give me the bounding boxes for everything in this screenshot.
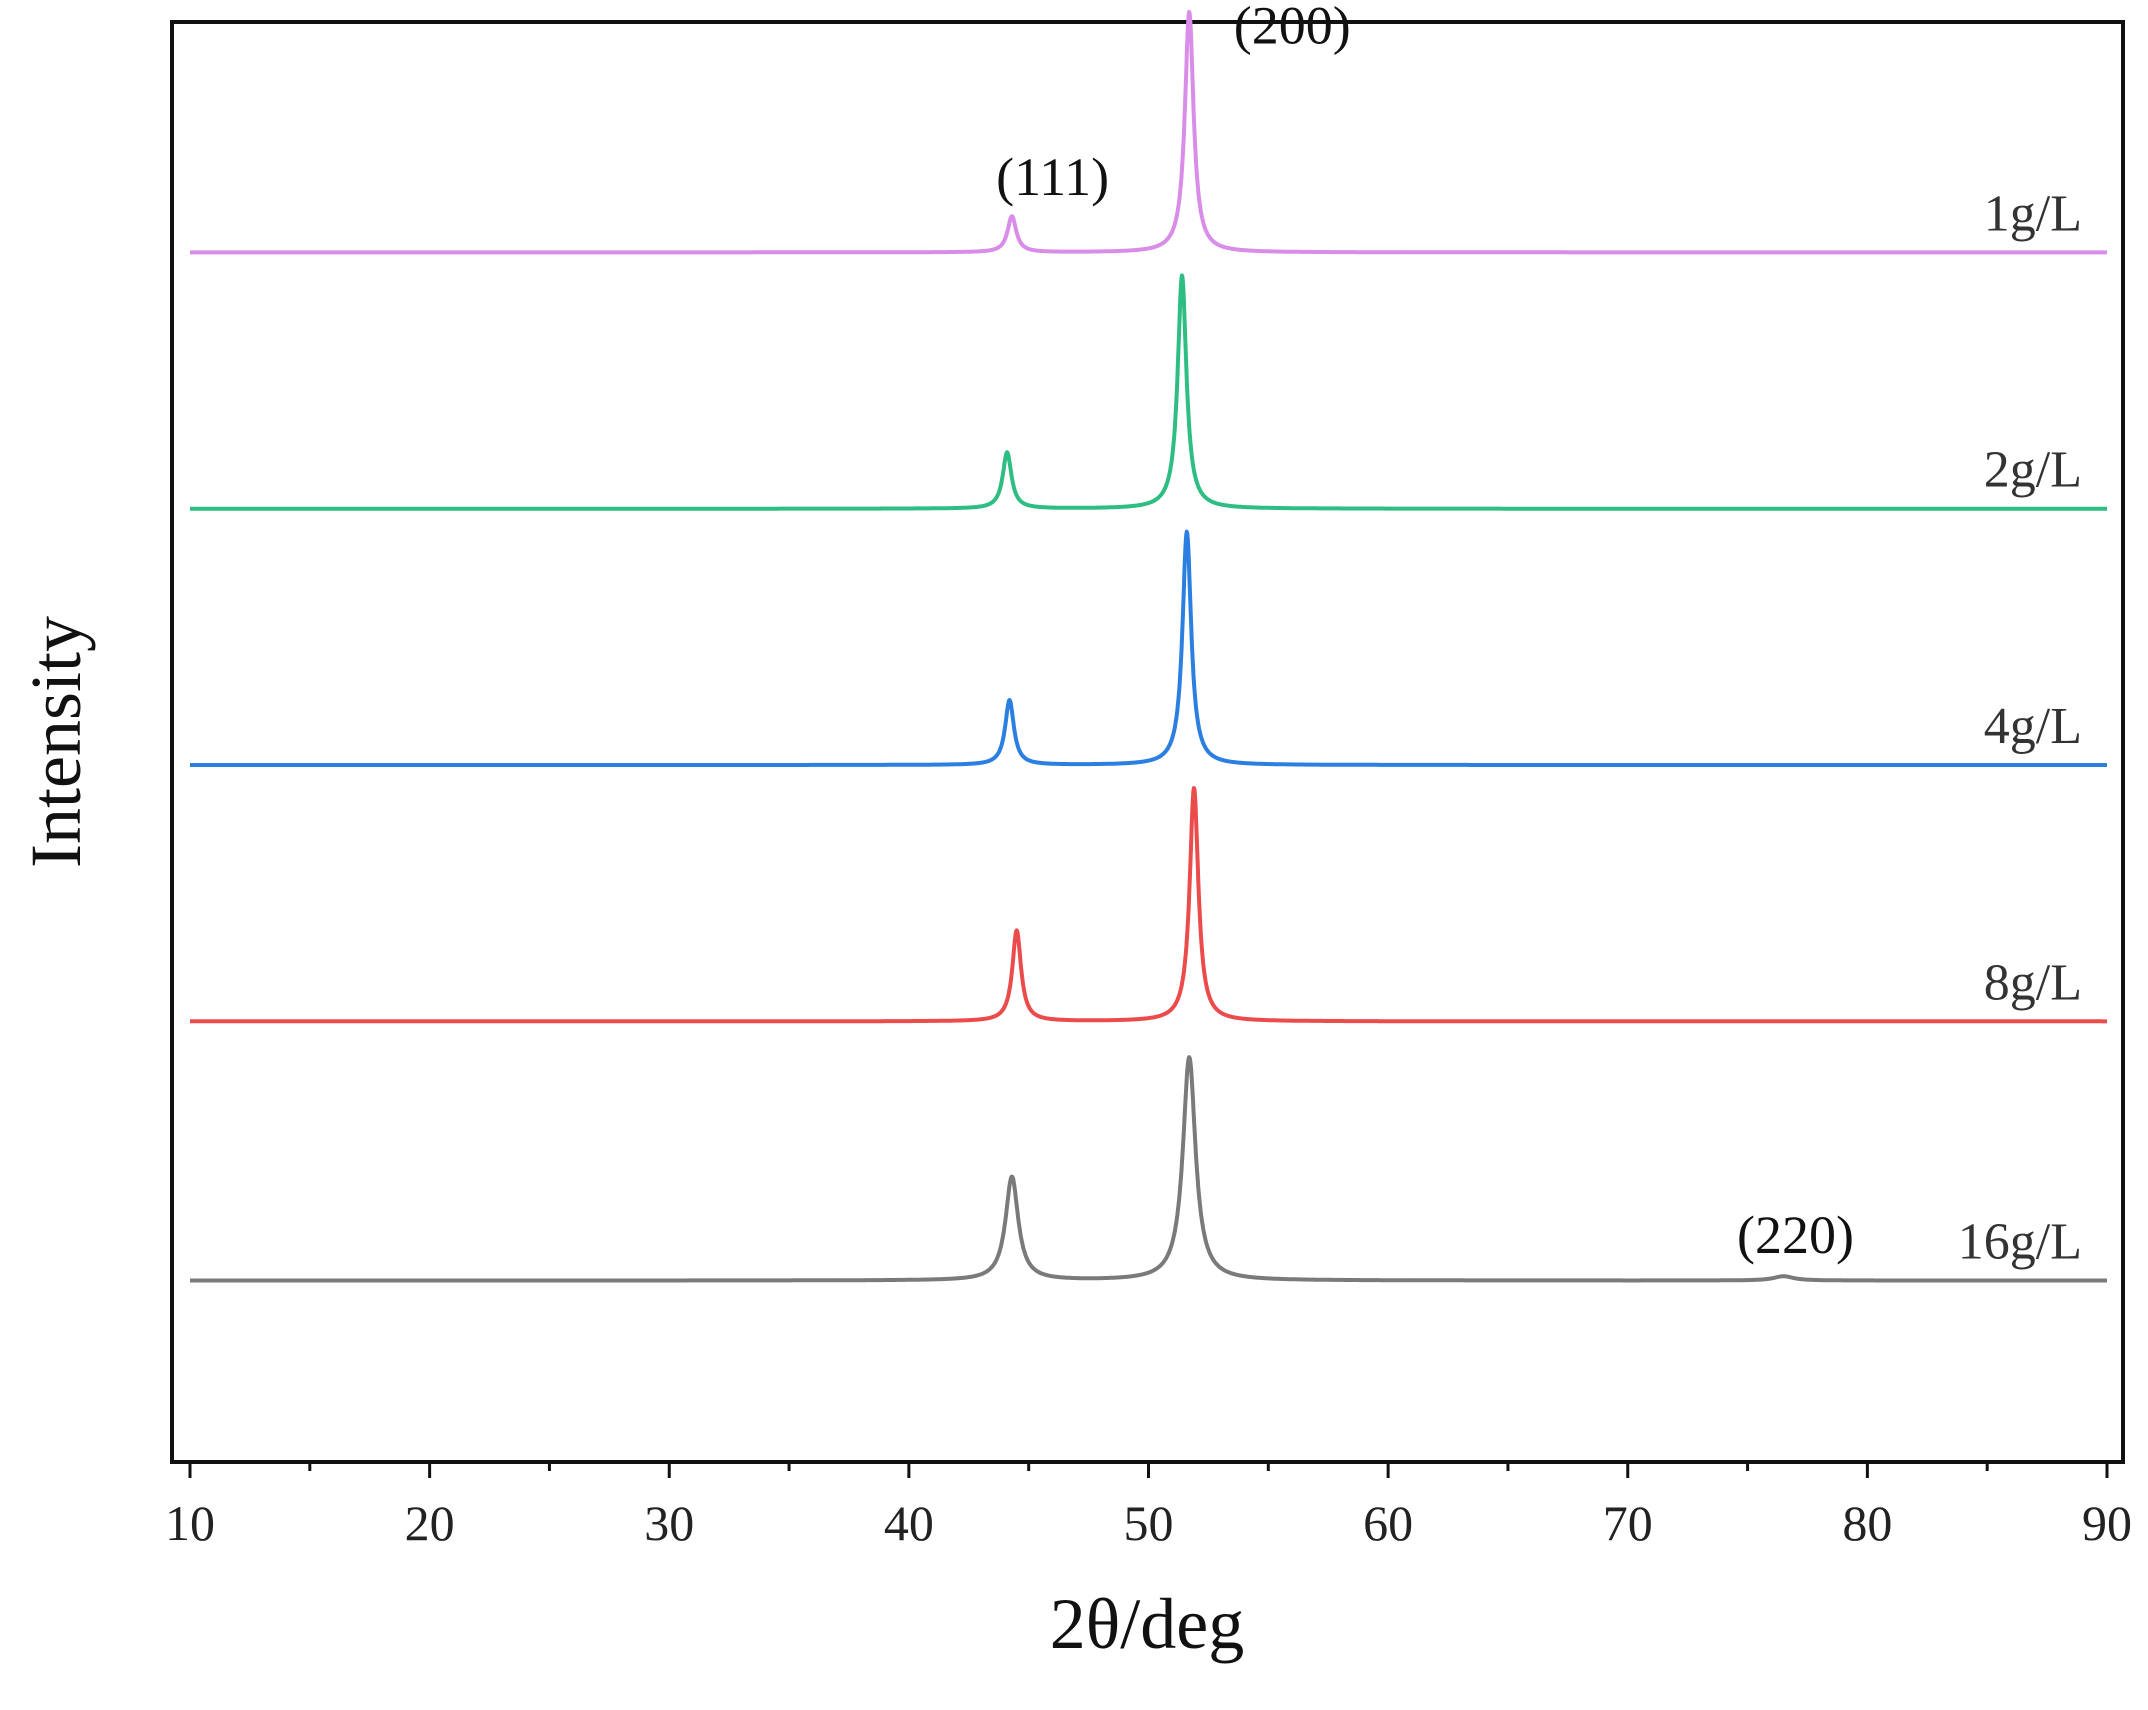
series-labels: 1g/L 2g/L 4g/L 8g/L 16g/L bbox=[1958, 185, 2082, 1270]
x-tick-label: 90 bbox=[2082, 1495, 2132, 1551]
x-tick-label: 10 bbox=[165, 1495, 215, 1551]
x-tick-label: 60 bbox=[1363, 1495, 1413, 1551]
x-tick-label: 80 bbox=[1842, 1495, 1892, 1551]
series-line-1gl bbox=[188, 9, 2109, 255]
peak-annotation: (200) bbox=[1234, 0, 1351, 56]
peak-annotation: (220) bbox=[1737, 1205, 1854, 1265]
series-line-16gl bbox=[188, 1055, 2109, 1283]
series-label: 2g/L bbox=[1984, 442, 2082, 499]
x-axis-ticks: 10 20 30 40 50 60 70 80 90 bbox=[165, 1462, 2132, 1551]
x-tick-label: 70 bbox=[1603, 1495, 1653, 1551]
y-axis-title: Intensity bbox=[16, 616, 96, 868]
x-tick-label: 30 bbox=[644, 1495, 694, 1551]
peak-annotation: (111) bbox=[996, 147, 1109, 207]
x-axis-title: 2θ/deg bbox=[1050, 1584, 1244, 1664]
peak-annotations: (111) (200) (220) bbox=[996, 0, 1854, 1265]
series-line-2gl bbox=[188, 273, 2109, 511]
series-line-8gl bbox=[188, 786, 2109, 1024]
series-line-4gl bbox=[188, 529, 2109, 767]
series-label: 16g/L bbox=[1958, 1214, 2082, 1271]
series-label: 1g/L bbox=[1984, 185, 2082, 242]
x-tick-label: 20 bbox=[405, 1495, 455, 1551]
x-tick-label: 50 bbox=[1124, 1495, 1174, 1551]
series-layer bbox=[188, 9, 2109, 1283]
series-label: 4g/L bbox=[1984, 698, 2082, 755]
x-tick-label: 40 bbox=[884, 1495, 934, 1551]
series-label: 8g/L bbox=[1984, 954, 2082, 1011]
